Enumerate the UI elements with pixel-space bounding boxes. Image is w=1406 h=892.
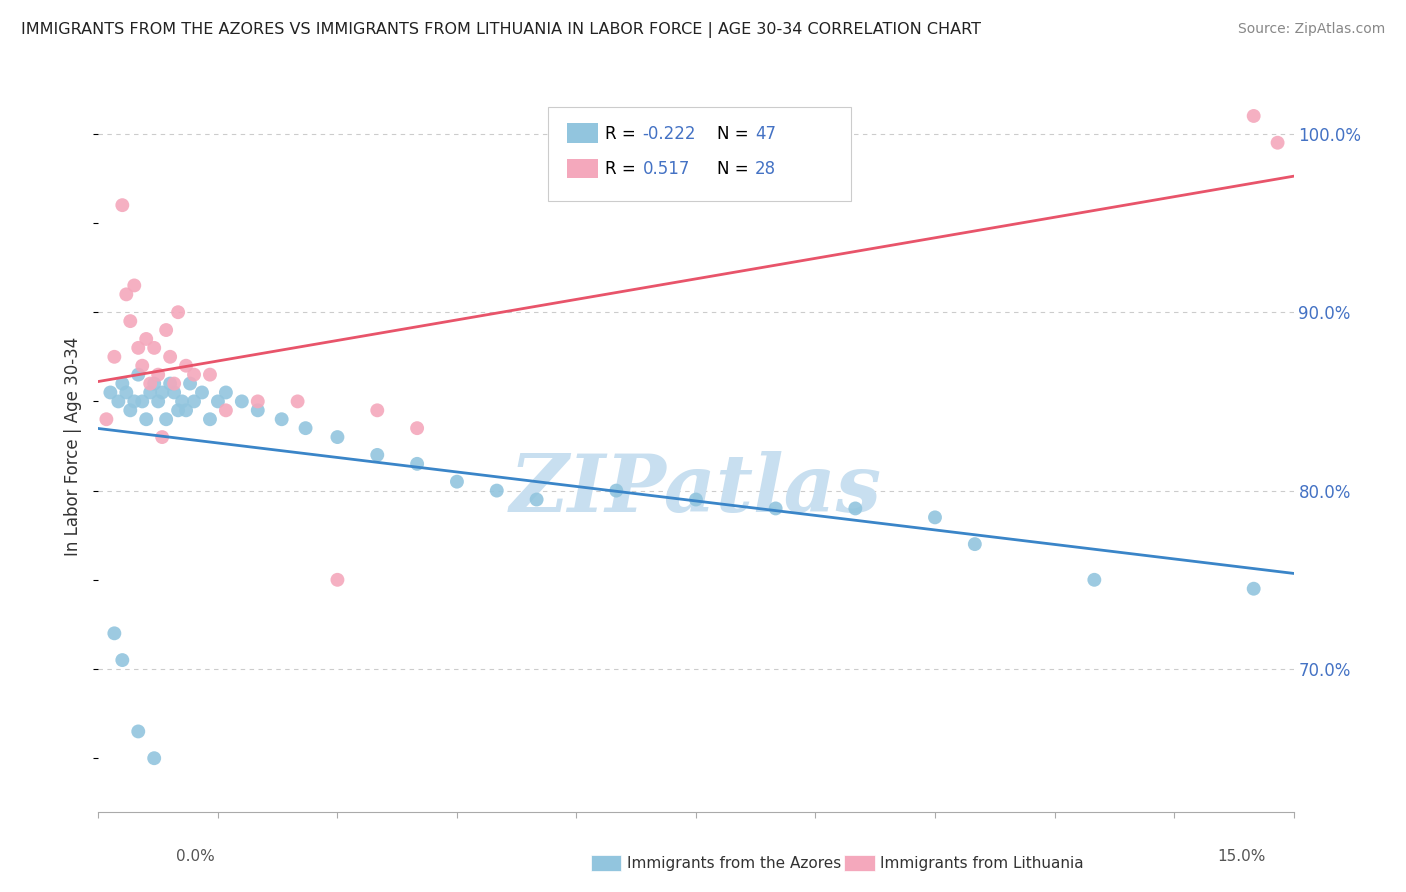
Point xyxy=(127,368,149,382)
Point xyxy=(163,385,186,400)
Text: 0.517: 0.517 xyxy=(643,161,690,178)
Point xyxy=(103,350,125,364)
Point xyxy=(685,492,707,507)
Text: Immigrants from the Azores: Immigrants from the Azores xyxy=(627,856,841,871)
Text: R =: R = xyxy=(605,161,641,178)
Point xyxy=(924,510,946,524)
Text: ZIPatlas: ZIPatlas xyxy=(510,451,882,529)
Text: -0.222: -0.222 xyxy=(643,125,696,143)
Text: Source: ZipAtlas.com: Source: ZipAtlas.com xyxy=(1237,22,1385,37)
Point xyxy=(172,394,194,409)
Point xyxy=(150,385,173,400)
Point xyxy=(148,368,170,382)
Point xyxy=(143,376,166,391)
Point xyxy=(366,403,388,417)
Point xyxy=(1267,136,1289,150)
Text: 28: 28 xyxy=(755,161,776,178)
Point xyxy=(155,412,177,426)
Point xyxy=(198,368,221,382)
Point xyxy=(191,385,214,400)
Point xyxy=(1243,582,1265,596)
Point xyxy=(174,359,197,373)
Point xyxy=(963,537,986,551)
Text: 15.0%: 15.0% xyxy=(1218,849,1265,863)
Point xyxy=(143,341,166,355)
Y-axis label: In Labor Force | Age 30-34: In Labor Force | Age 30-34 xyxy=(65,336,83,556)
Point xyxy=(115,287,138,301)
Point xyxy=(96,412,118,426)
Point xyxy=(183,394,205,409)
Point xyxy=(127,341,149,355)
Point xyxy=(406,421,429,435)
Text: N =: N = xyxy=(717,161,754,178)
Text: Immigrants from Lithuania: Immigrants from Lithuania xyxy=(880,856,1084,871)
Point xyxy=(526,492,548,507)
Point xyxy=(120,403,142,417)
Point xyxy=(167,305,190,319)
Text: 0.0%: 0.0% xyxy=(176,849,215,863)
Point xyxy=(605,483,627,498)
Point xyxy=(294,421,316,435)
Point xyxy=(103,626,125,640)
Point xyxy=(98,385,122,400)
Point xyxy=(215,403,238,417)
Point xyxy=(111,198,134,212)
Point xyxy=(148,394,170,409)
Point xyxy=(127,724,149,739)
Point xyxy=(1243,109,1265,123)
Point xyxy=(326,573,349,587)
Point xyxy=(124,394,146,409)
Point xyxy=(131,359,153,373)
Point xyxy=(231,394,253,409)
Point xyxy=(135,412,157,426)
Point xyxy=(143,751,166,765)
Point xyxy=(198,412,221,426)
Point xyxy=(765,501,787,516)
Point xyxy=(131,394,153,409)
Point xyxy=(207,394,229,409)
Point xyxy=(446,475,468,489)
Point xyxy=(844,501,866,516)
Text: 47: 47 xyxy=(755,125,776,143)
Point xyxy=(167,403,190,417)
Point xyxy=(246,403,269,417)
Point xyxy=(135,332,157,346)
Point xyxy=(159,350,181,364)
Text: IMMIGRANTS FROM THE AZORES VS IMMIGRANTS FROM LITHUANIA IN LABOR FORCE | AGE 30-: IMMIGRANTS FROM THE AZORES VS IMMIGRANTS… xyxy=(21,22,981,38)
Point xyxy=(155,323,177,337)
Point xyxy=(124,278,146,293)
Point xyxy=(139,376,162,391)
Point xyxy=(366,448,388,462)
Point xyxy=(287,394,309,409)
Point xyxy=(115,385,138,400)
Text: N =: N = xyxy=(717,125,754,143)
Point xyxy=(215,385,238,400)
Text: R =: R = xyxy=(605,125,641,143)
Point xyxy=(270,412,292,426)
Point xyxy=(183,368,205,382)
Point xyxy=(326,430,349,444)
Point xyxy=(163,376,186,391)
Point xyxy=(159,376,181,391)
Point xyxy=(174,403,197,417)
Point xyxy=(120,314,142,328)
Point xyxy=(107,394,129,409)
Point xyxy=(179,376,201,391)
Point xyxy=(406,457,429,471)
Point xyxy=(111,376,134,391)
Point xyxy=(1083,573,1105,587)
Point xyxy=(111,653,134,667)
Point xyxy=(485,483,508,498)
Point xyxy=(139,385,162,400)
Point xyxy=(246,394,269,409)
Point xyxy=(150,430,173,444)
